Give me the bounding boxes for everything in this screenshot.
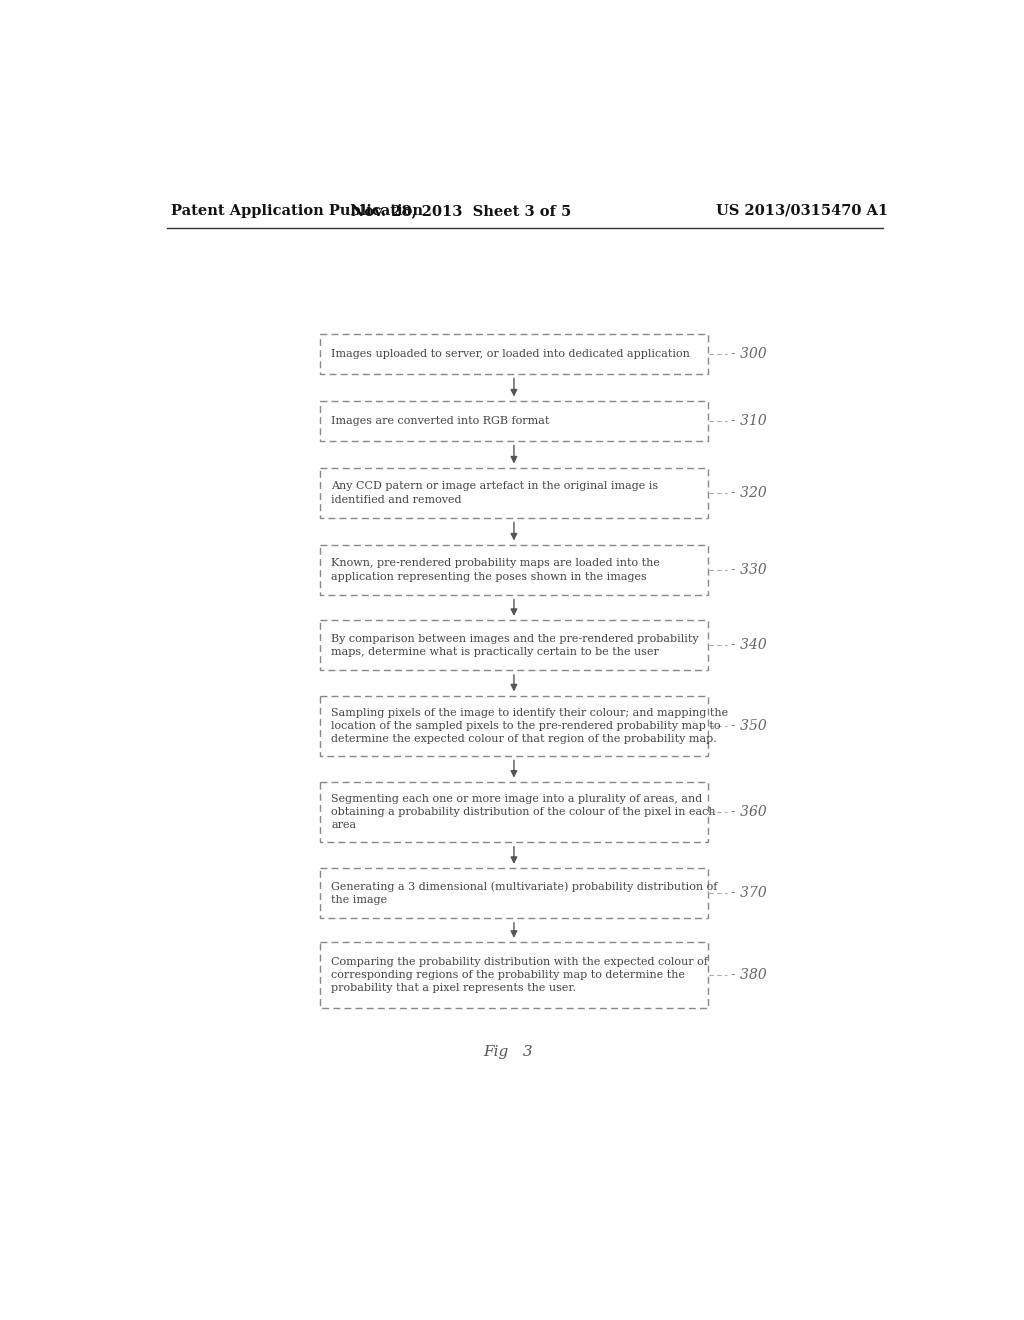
Text: - 360: - 360: [731, 805, 767, 820]
FancyBboxPatch shape: [321, 334, 708, 374]
Text: Known, pre-rendered probability maps are loaded into the
application representin: Known, pre-rendered probability maps are…: [331, 558, 659, 582]
Text: - 310: - 310: [731, 414, 767, 428]
FancyBboxPatch shape: [321, 942, 708, 1007]
Text: Images are converted into RGB format: Images are converted into RGB format: [331, 416, 550, 426]
Text: - 350: - 350: [731, 719, 767, 733]
Text: By comparison between images and the pre-rendered probability
maps, determine wh: By comparison between images and the pre…: [331, 634, 698, 657]
Text: Comparing the probability distribution with the expected colour of
corresponding: Comparing the probability distribution w…: [331, 957, 708, 993]
Text: Any CCD patern or image artefact in the original image is
identified and removed: Any CCD patern or image artefact in the …: [331, 482, 658, 504]
FancyBboxPatch shape: [321, 620, 708, 671]
Text: US 2013/0315470 A1: US 2013/0315470 A1: [716, 203, 888, 218]
Text: Generating a 3 dimensional (multivariate) probability distribution of
the image: Generating a 3 dimensional (multivariate…: [331, 882, 718, 906]
Text: Patent Application Publication: Patent Application Publication: [171, 203, 423, 218]
Text: Segmenting each one or more image into a plurality of areas, and
obtaining a pro: Segmenting each one or more image into a…: [331, 793, 716, 830]
Text: - 370: - 370: [731, 886, 767, 900]
FancyBboxPatch shape: [321, 869, 708, 919]
FancyBboxPatch shape: [321, 401, 708, 441]
Text: Fig   3: Fig 3: [483, 1044, 532, 1059]
Text: Images uploaded to server, or loaded into dedicated application: Images uploaded to server, or loaded int…: [331, 348, 690, 359]
FancyBboxPatch shape: [321, 781, 708, 842]
Text: Nov. 28, 2013  Sheet 3 of 5: Nov. 28, 2013 Sheet 3 of 5: [351, 203, 571, 218]
Text: - 320: - 320: [731, 486, 767, 500]
FancyBboxPatch shape: [321, 469, 708, 517]
Text: - 340: - 340: [731, 639, 767, 652]
FancyBboxPatch shape: [321, 545, 708, 595]
Text: - 330: - 330: [731, 562, 767, 577]
FancyBboxPatch shape: [321, 696, 708, 756]
Text: Sampling pixels of the image to identify their colour; and mapping the
location : Sampling pixels of the image to identify…: [331, 708, 728, 744]
Text: - 380: - 380: [731, 968, 767, 982]
Text: - 300: - 300: [731, 347, 767, 360]
